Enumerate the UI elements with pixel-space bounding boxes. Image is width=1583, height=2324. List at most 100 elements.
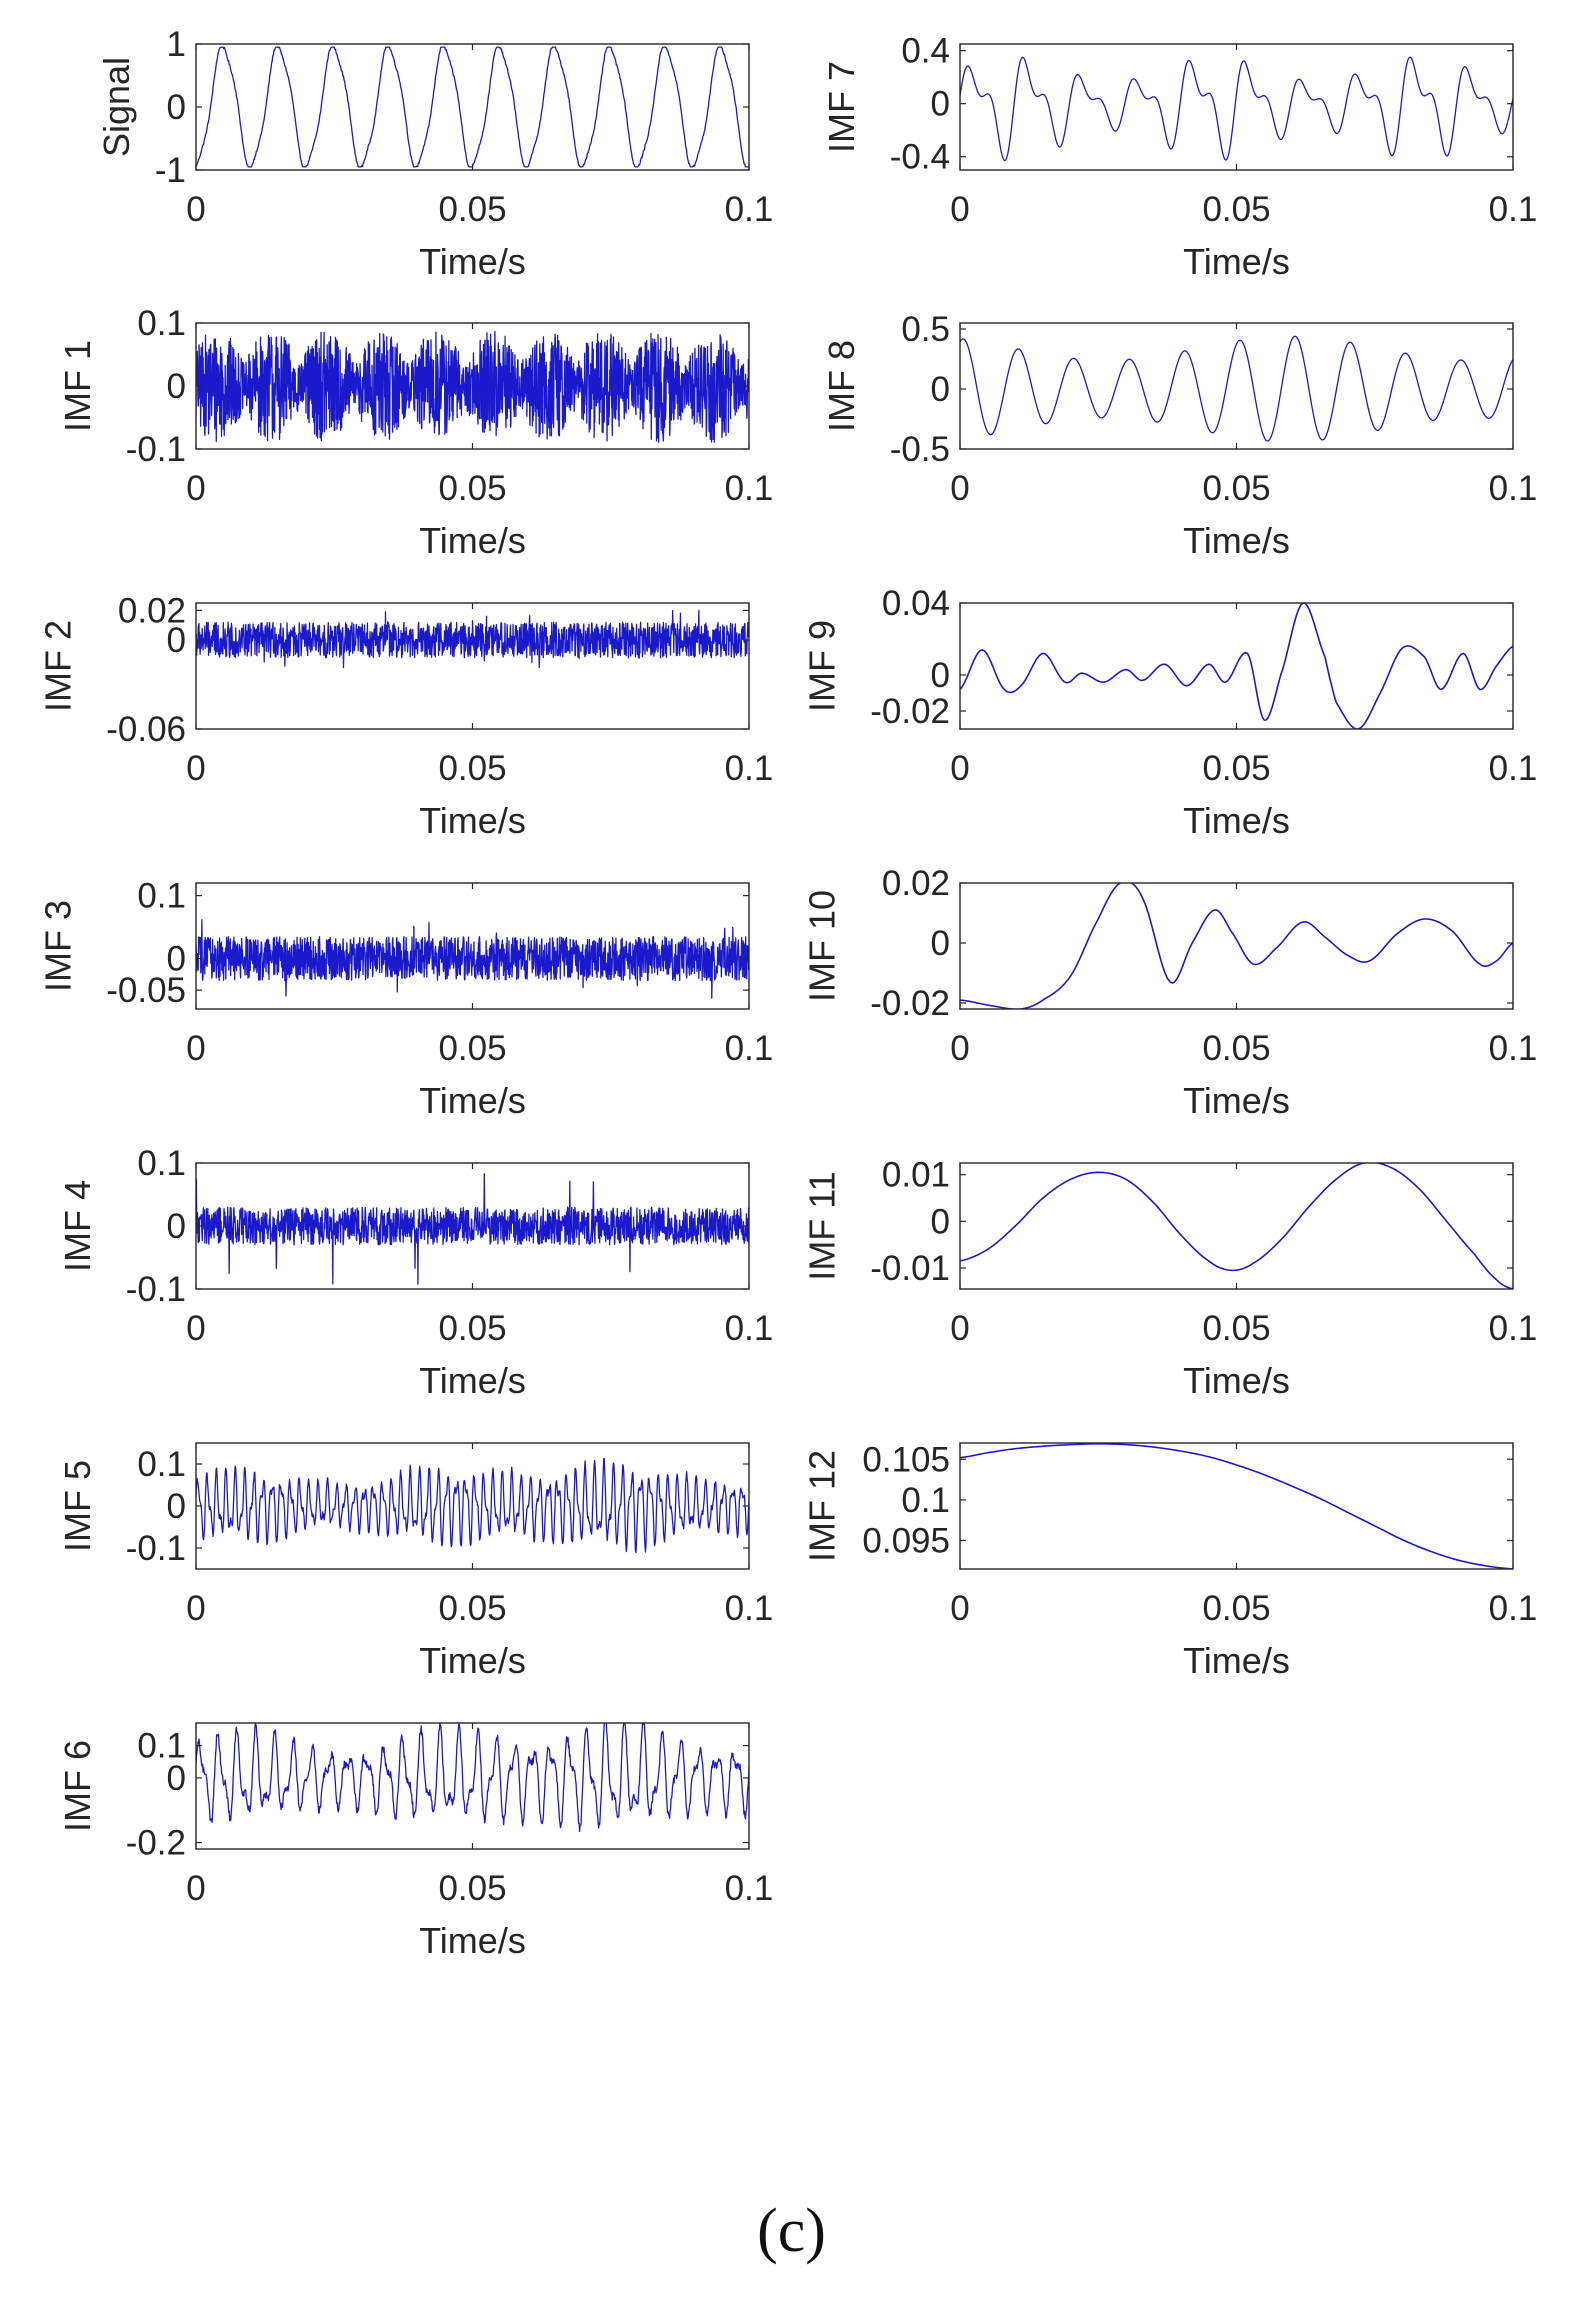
x-tick-label: 0: [950, 469, 969, 508]
x-tick-label: 0.1: [725, 1869, 774, 1908]
series-line-imf-11: [960, 1163, 1513, 1289]
x-axis-label: Time/s: [1183, 1640, 1290, 1681]
x-tick-label: 0.1: [1489, 469, 1538, 508]
series-line-imf-1: [196, 331, 749, 443]
series-line-imf-4: [196, 1173, 749, 1285]
y-tick-label: 0: [167, 1487, 186, 1526]
y-tick-label: 0.1: [137, 1144, 186, 1183]
x-tick-label: 0: [950, 1029, 969, 1068]
y-tick-label: -1: [155, 151, 186, 190]
series-line-signal: [196, 46, 749, 168]
x-tick-label: 0.05: [438, 469, 506, 508]
x-tick-label: 0.1: [725, 469, 774, 508]
x-axis-label: Time/s: [419, 241, 526, 282]
y-tick-label: -0.01: [870, 1249, 950, 1288]
y-axis-label: IMF 1: [57, 340, 98, 432]
y-tick-label: 0.5: [901, 310, 950, 349]
y-axis-label: IMF 5: [57, 1460, 98, 1552]
y-tick-label: 0.095: [862, 1522, 950, 1561]
y-axis-label: IMF 10: [802, 890, 843, 1002]
series-line-imf-9: [960, 603, 1513, 729]
y-tick-label: -0.2: [126, 1824, 186, 1863]
x-tick-label: 0: [186, 1309, 205, 1348]
x-tick-label: 0.05: [438, 749, 506, 788]
x-tick-label: 0.1: [725, 1029, 774, 1068]
y-tick-label: 0.02: [118, 591, 186, 630]
axes-box: [195, 43, 750, 171]
y-tick-label: 0.1: [137, 1727, 186, 1766]
y-tick-label: 0: [931, 924, 950, 963]
x-tick-label: 0: [950, 1309, 969, 1348]
series-line-imf-8: [960, 335, 1513, 442]
x-tick-label: 0.1: [1489, 1589, 1538, 1628]
y-axis-label: IMF 11: [802, 1171, 843, 1280]
y-tick-label: 0.01: [882, 1156, 950, 1195]
x-tick-label: 0.1: [1489, 749, 1538, 788]
x-tick-label: 0.05: [438, 190, 506, 229]
x-tick-label: 0.05: [438, 1309, 506, 1348]
x-tick-label: 0: [186, 190, 205, 229]
y-axis-label: IMF 12: [802, 1450, 843, 1562]
y-tick-label: 0.1: [137, 304, 186, 343]
series-line-imf-10: [960, 883, 1513, 1009]
y-tick-label: 0.1: [137, 877, 186, 916]
y-tick-label: 0: [167, 367, 186, 406]
x-tick-label: 0.1: [1489, 190, 1538, 229]
x-tick-label: 0.1: [1489, 1309, 1538, 1348]
x-axis-label: Time/s: [1183, 520, 1290, 561]
x-tick-label: 0: [950, 749, 969, 788]
y-axis-label: IMF 8: [821, 340, 862, 432]
y-tick-label: 0.4: [901, 32, 950, 71]
figure-caption: (c): [757, 2197, 826, 2265]
x-axis-label: Time/s: [419, 1080, 526, 1121]
y-axis-label: IMF 6: [57, 1740, 98, 1832]
y-tick-label: 0: [931, 370, 950, 409]
x-tick-label: 0: [186, 1029, 205, 1068]
series-line-imf-6: [196, 1723, 749, 1833]
y-tick-label: 0: [167, 940, 186, 979]
y-axis-label: IMF 9: [802, 620, 843, 712]
axes-box: [959, 43, 1514, 171]
x-tick-label: 0.05: [1202, 190, 1270, 229]
x-tick-label: 0: [186, 749, 205, 788]
y-tick-label: 0: [931, 85, 950, 124]
x-tick-label: 0.05: [1202, 1309, 1270, 1348]
x-tick-label: 0: [186, 469, 205, 508]
x-axis-label: Time/s: [1183, 800, 1290, 841]
x-tick-label: 0.05: [1202, 1029, 1270, 1068]
x-tick-label: 0.1: [1489, 1029, 1538, 1068]
x-tick-label: 0.1: [725, 190, 774, 229]
x-axis-label: Time/s: [419, 800, 526, 841]
y-axis-label: Signal: [96, 57, 137, 157]
series-line-imf-12: [960, 1443, 1513, 1569]
x-tick-label: 0.1: [725, 1589, 774, 1628]
x-axis-label: Time/s: [419, 1360, 526, 1401]
series-line-imf-7: [960, 56, 1513, 162]
x-tick-label: 0.1: [725, 749, 774, 788]
y-tick-label: 0: [167, 1207, 186, 1246]
y-tick-label: -0.1: [126, 1529, 186, 1568]
x-axis-label: Time/s: [419, 520, 526, 561]
subplot-imf-9: 0 0.05 0.1 0.04 0-0.02 Time/s IMF 9: [802, 584, 1538, 841]
x-tick-label: 0.05: [438, 1869, 506, 1908]
x-tick-label: 0: [950, 190, 969, 229]
y-tick-label: -0.5: [890, 430, 950, 469]
x-axis-label: Time/s: [419, 1640, 526, 1681]
axes-box: [959, 882, 1514, 1010]
y-tick-label: 0.1: [137, 1445, 186, 1484]
y-axis-label: IMF 4: [57, 1180, 98, 1272]
y-tick-label: 0: [167, 1759, 186, 1798]
x-axis-label: Time/s: [1183, 1360, 1290, 1401]
x-tick-label: 0.05: [438, 1029, 506, 1068]
subplot-imf-3: 0 0.05 0.1 0.1 0-0.05 Time/s IMF 3: [38, 877, 774, 1121]
